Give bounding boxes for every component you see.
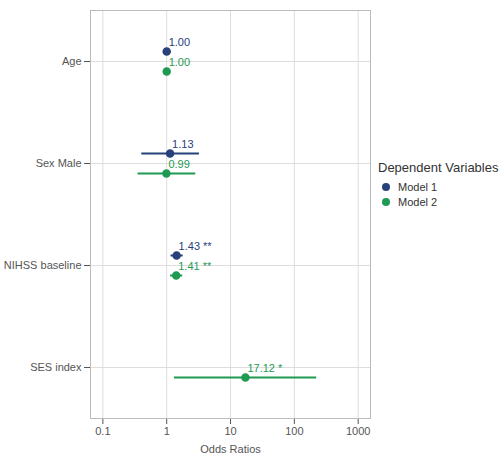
- svg-text:1.00: 1.00: [169, 36, 190, 48]
- svg-text:10: 10: [224, 425, 236, 437]
- svg-text:1.41 **: 1.41 **: [178, 260, 212, 272]
- svg-text:0.99: 0.99: [168, 158, 189, 170]
- html-text:Model 1: Model 1: [398, 181, 438, 193]
- svg-text:17.12 *: 17.12 *: [247, 362, 283, 374]
- svg-text:1000: 1000: [346, 425, 370, 437]
- svg-text:0.1: 0.1: [95, 425, 110, 437]
- svg-text:Age: Age: [62, 55, 82, 67]
- svg-text:100: 100: [285, 425, 303, 437]
- svg-text:1.13: 1.13: [172, 138, 193, 150]
- svg-text:SES index: SES index: [30, 361, 82, 373]
- svg-text:1.43 **: 1.43 **: [179, 240, 213, 252]
- svg-text:1: 1: [164, 425, 170, 437]
- svg-text:Sex Male: Sex Male: [36, 157, 82, 169]
- svg-text:1.00: 1.00: [169, 56, 190, 68]
- html-text:Dependent Variables: Dependent Variables: [378, 160, 499, 175]
- svg-text:NIHSS baseline: NIHSS baseline: [4, 259, 82, 271]
- html-text:Model 2: Model 2: [398, 196, 438, 208]
- svg-text:Odds Ratios: Odds Ratios: [200, 443, 261, 455]
